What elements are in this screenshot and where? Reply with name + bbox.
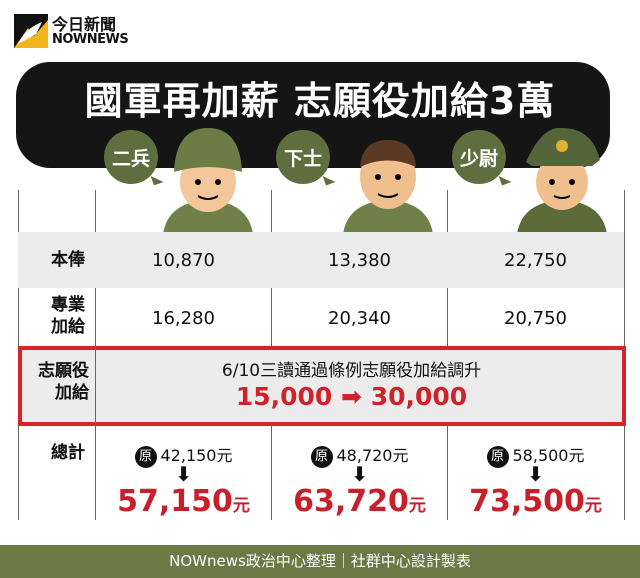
arrow-down-icon: ⬇ xyxy=(527,462,544,486)
lieutenant-soldier-illustration xyxy=(517,127,607,234)
volunteer-note: 6/10三讀通過條例志願役加給調升 xyxy=(221,361,482,381)
cell: 22,750 xyxy=(504,250,567,271)
cell: 16,280 xyxy=(152,308,215,329)
corporal-soldier-illustration xyxy=(343,140,433,234)
volunteer-allowance-highlight: 志願役 加給 xyxy=(18,346,626,426)
cell: 20,340 xyxy=(328,308,391,329)
table-row-base-pay: 本俸 xyxy=(18,232,624,288)
original-total: 原 42,150元 xyxy=(95,442,272,468)
new-total: 57,150元 xyxy=(117,484,250,519)
cell: 10,870 xyxy=(152,250,215,271)
from-value: 15,000 xyxy=(235,382,333,411)
arrow-down-icon: ⬇ xyxy=(175,462,192,486)
divider xyxy=(95,346,96,426)
page-title: 國軍再加薪 志願役加給3萬 xyxy=(84,79,556,123)
arrow-down-icon: ⬇ xyxy=(351,462,368,486)
original-badge-icon: 原 xyxy=(486,445,509,468)
cell: 20,750 xyxy=(504,308,567,329)
arrow-right-icon: ➡ xyxy=(341,382,362,411)
rank-bubble-corporal: 下士 xyxy=(276,130,330,184)
logo-icon xyxy=(14,14,48,48)
new-total: 73,500元 xyxy=(469,484,602,519)
footer-credit: NOWnews政治中心整理｜社群中心設計製表 xyxy=(0,545,640,578)
row-label: 志願役 加給 xyxy=(38,361,89,403)
original-total: 原 48,720元 xyxy=(271,442,448,468)
nownews-logo: 今日新聞 NOWNEWS xyxy=(14,14,129,48)
original-total: 原 58,500元 xyxy=(447,442,624,468)
cell: 13,380 xyxy=(328,250,391,271)
row-label: 本俸 xyxy=(51,250,85,270)
original-badge-icon: 原 xyxy=(134,445,157,468)
to-value: 30,000 xyxy=(370,382,468,411)
row-label: 專業 加給 xyxy=(51,295,85,337)
rank-bubble-lieutenant: 少尉 xyxy=(452,130,506,184)
logo-english: NOWNEWS xyxy=(52,31,129,47)
original-badge-icon: 原 xyxy=(310,445,333,468)
table-row-professional-pay: 專業 加給 xyxy=(18,288,624,344)
new-total: 63,720元 xyxy=(293,484,426,519)
row-label-total: 總計 xyxy=(51,443,85,463)
private-soldier-illustration xyxy=(163,128,253,234)
rank-bubble-private: 二兵 xyxy=(104,130,158,184)
logo-chinese: 今日新聞 xyxy=(52,14,117,34)
volunteer-change: 15,000 ➡ 30,000 xyxy=(95,382,608,411)
